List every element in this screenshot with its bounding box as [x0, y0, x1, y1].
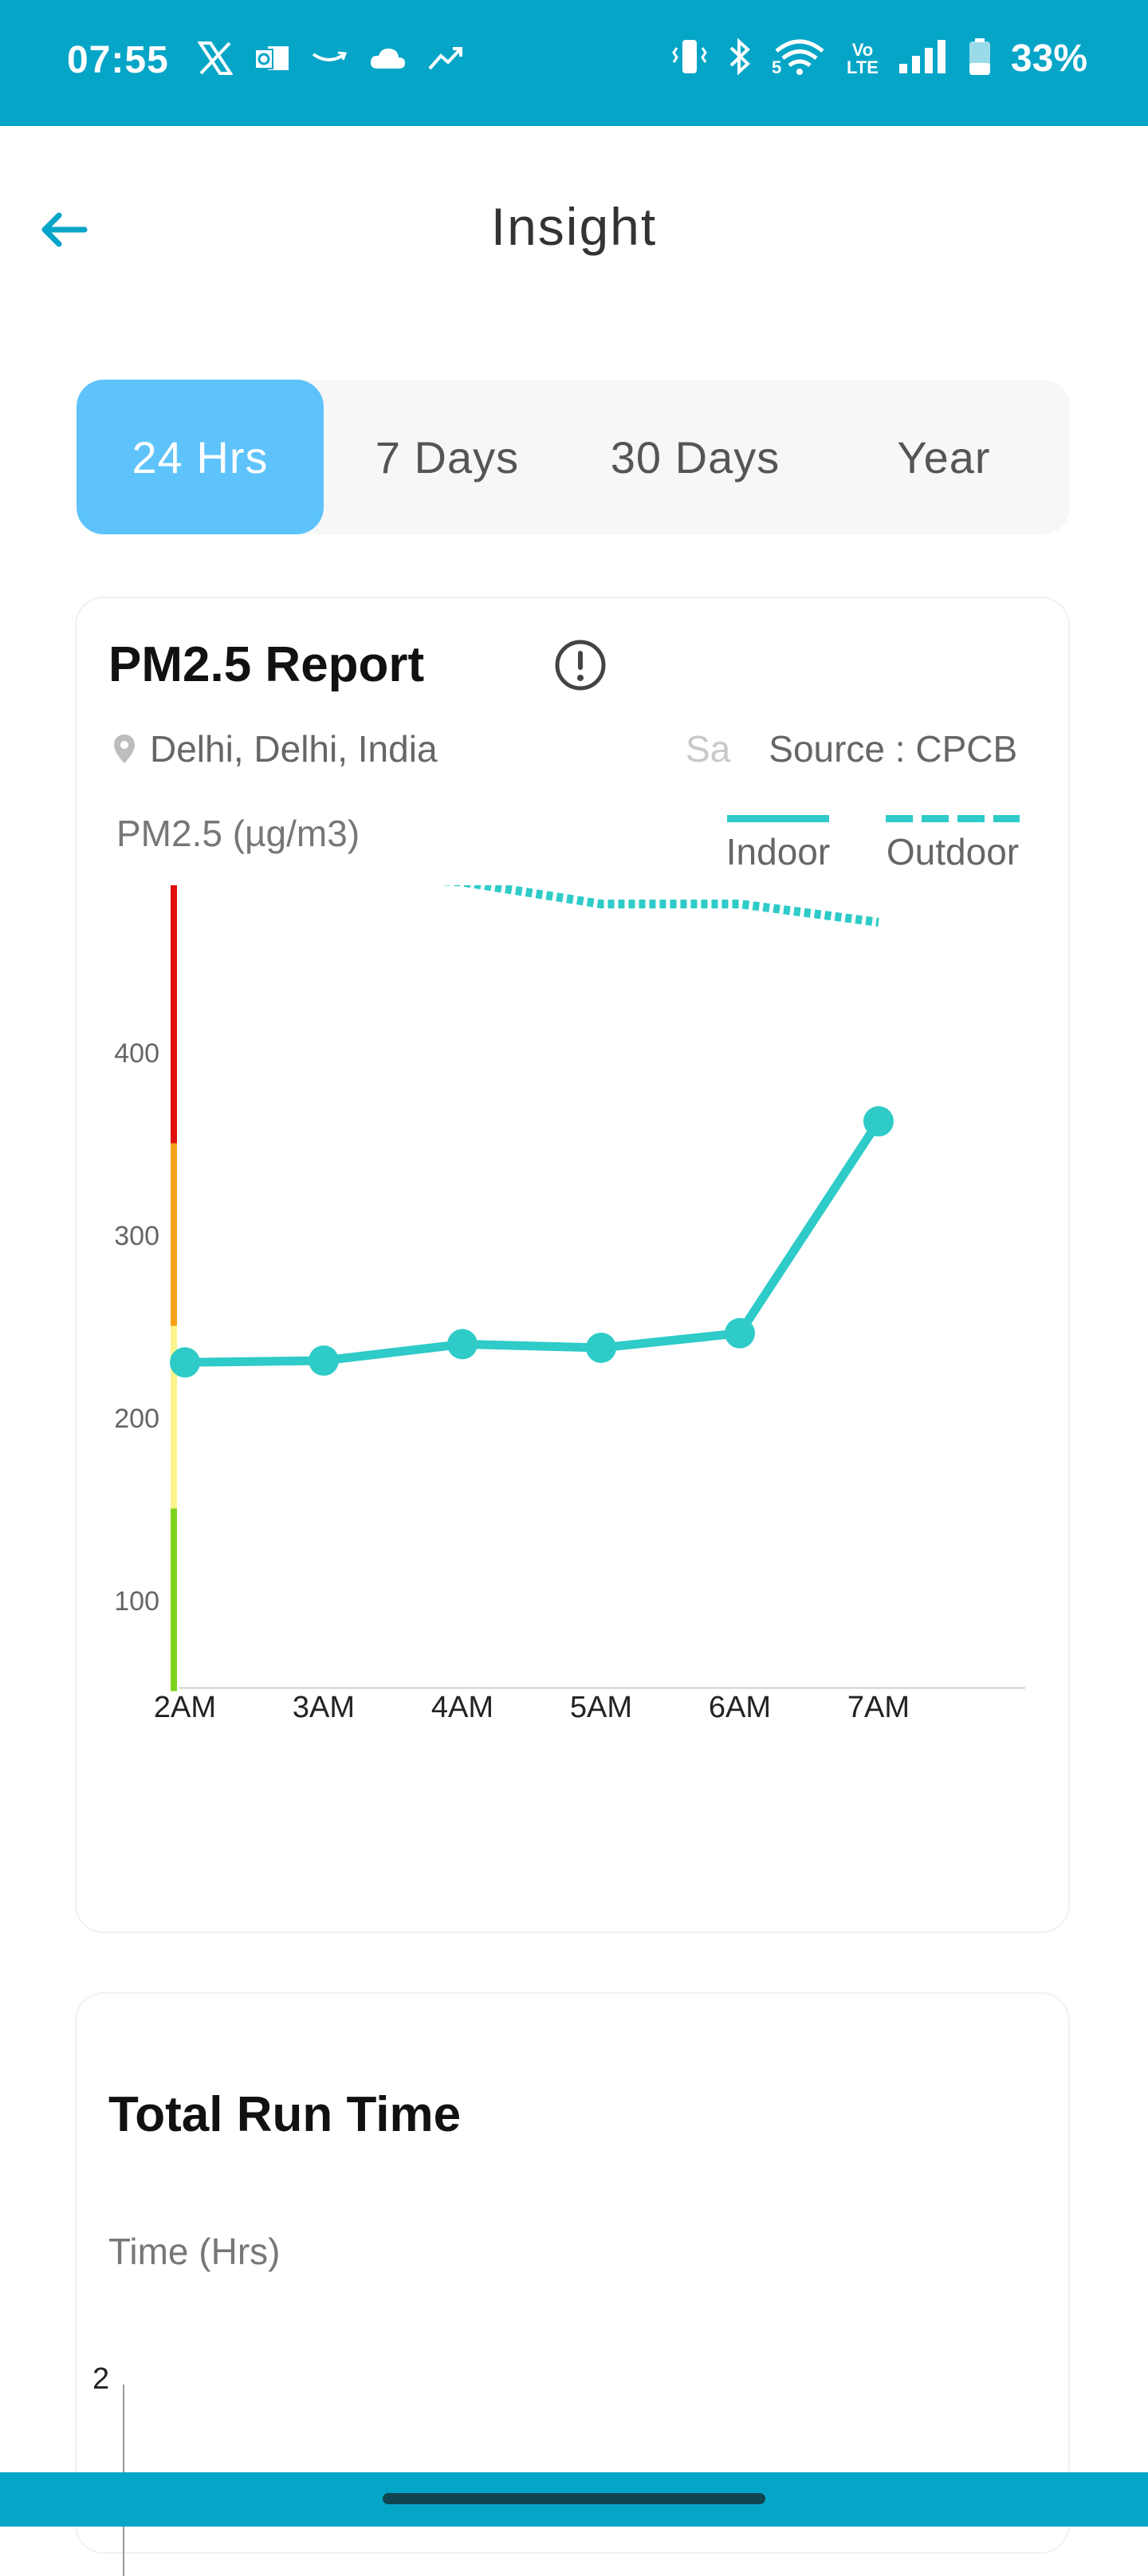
y-tick-label: 300: [114, 1221, 159, 1251]
x-tick-label: 2AM: [154, 1691, 216, 1724]
tab-24-hrs[interactable]: 24 Hrs: [77, 380, 324, 534]
navigation-bar: [0, 2472, 1148, 2527]
aqi-band-1: [171, 1325, 177, 1509]
system-icons: 5 Vo LTE 33%: [671, 37, 1087, 81]
vibrate-icon: [671, 37, 708, 81]
legend-indoor: Indoor: [718, 815, 839, 873]
x-tick-label: 6AM: [709, 1691, 771, 1724]
amazon-icon: [311, 46, 348, 74]
x-icon: [197, 41, 234, 79]
unit-label: PM2.5 (µg/m3): [116, 813, 360, 854]
run-time-tick: 2: [92, 2362, 110, 2396]
wifi-icon: 5: [772, 37, 828, 81]
volte-icon: Vo LTE: [847, 41, 879, 77]
aqi-band-3: [171, 885, 177, 1144]
page-title: Insight: [490, 197, 658, 256]
indoor-point: [863, 1106, 894, 1137]
y-tick-label: 100: [114, 1586, 159, 1617]
status-bar: 07:55 5 Vo LTE: [0, 0, 1148, 126]
indoor-point: [447, 1329, 478, 1360]
legend-outdoor-line: [886, 815, 1020, 822]
back-arrow-icon: [41, 212, 88, 247]
tab-7-days[interactable]: 7 Days: [375, 431, 520, 483]
info-icon[interactable]: [553, 638, 607, 692]
indoor-series-line: [184, 1119, 883, 1367]
trending-icon: [427, 45, 464, 76]
indoor-point: [170, 1347, 200, 1378]
legend-outdoor-label: Outdoor: [886, 831, 1020, 872]
signal-icon: [898, 37, 949, 81]
x-tick-label: 7AM: [847, 1691, 910, 1724]
pm25-chart: 100 200 300 400 500 2AM 3AM 4AM 5AM 6AM 7AM: [114, 885, 1025, 1724]
cloud-icon: [368, 45, 407, 76]
back-button[interactable]: [35, 198, 99, 262]
tab-30-days[interactable]: 30 Days: [610, 431, 780, 483]
legend-indoor-label: Indoor: [725, 831, 831, 872]
source-partial-text: Sa: [686, 728, 731, 770]
aqi-band-2: [171, 1143, 177, 1326]
outdoor-series-line: [438, 885, 879, 927]
x-tick-label: 4AM: [431, 1691, 493, 1724]
volte-bottom-text: LTE: [847, 57, 879, 77]
location-text: Delhi, Delhi, India: [150, 728, 438, 770]
notification-icons: [197, 41, 464, 79]
volte-top-text: Vo: [851, 39, 874, 60]
location-pin-icon: [114, 735, 135, 763]
range-tabs: 24 Hrs 7 Days 30 Days Year: [77, 380, 1070, 534]
aqi-band-0: [171, 1508, 177, 1692]
y-tick-label: 500: [114, 885, 159, 886]
run-time-ylabel: Time (Hrs): [108, 2231, 281, 2272]
battery-percent: 33%: [1010, 37, 1087, 80]
y-tick-label: 200: [114, 1404, 159, 1434]
source-text: Source : CPCB: [769, 728, 1018, 770]
app-header: Insight: [0, 126, 1148, 325]
gesture-handle[interactable]: [383, 2493, 765, 2504]
legend-outdoor: Outdoor: [867, 815, 1038, 873]
location-row: Delhi, Delhi, India: [112, 727, 438, 770]
tab-year[interactable]: Year: [897, 431, 991, 483]
x-tick-label: 3AM: [293, 1691, 355, 1724]
indoor-point: [725, 1318, 755, 1349]
battery-icon: [968, 37, 992, 81]
pm25-report-card: PM2.5 Report Delhi, Delhi, India Sa Sourc…: [77, 598, 1068, 1932]
x-tick-label: 5AM: [570, 1691, 632, 1724]
y-tick-label: 400: [114, 1038, 159, 1069]
indoor-point: [586, 1332, 616, 1363]
bluetooth-icon: [727, 37, 753, 81]
run-time-card: Total Run Time Time (Hrs) 2: [77, 1994, 1068, 2576]
status-time: 07:55: [67, 39, 169, 81]
pm25-card-title: PM2.5 Report: [108, 637, 425, 692]
outlook-icon: [254, 41, 290, 79]
run-time-title: Total Run Time: [108, 2087, 462, 2142]
indoor-point: [309, 1345, 339, 1377]
source-row: Sa Source : CPCB: [686, 727, 1017, 770]
wifi-badge: 5: [772, 57, 782, 77]
legend-indoor-line: [727, 815, 829, 822]
